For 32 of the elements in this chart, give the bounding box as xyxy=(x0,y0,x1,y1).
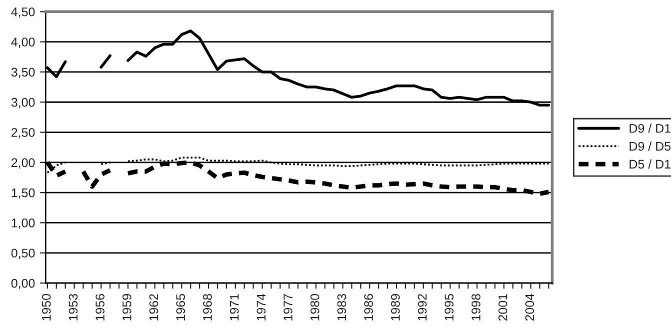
legend-label: D5 / D1 xyxy=(630,159,670,169)
x-tick-label: 1956 xyxy=(96,294,104,320)
x-tick-label: 1992 xyxy=(418,294,427,320)
x-tick-label: 1986 xyxy=(364,294,373,320)
x-tick-label: 2004 xyxy=(525,294,534,321)
y-tick-label: 1,50 xyxy=(12,188,35,199)
y-tick-label: 2,50 xyxy=(12,128,35,138)
y-tick-label: 2,00 xyxy=(12,158,35,169)
x-tick-label: 2001 xyxy=(498,294,508,321)
x-tick-label: 1980 xyxy=(310,294,320,320)
y-tick-label: 4,50 xyxy=(11,7,35,18)
y-tick-label: 3,50 xyxy=(11,68,35,78)
x-tick-label: 1974 xyxy=(256,294,266,320)
x-tick-label: 1968 xyxy=(203,294,212,320)
x-tick-label: 1959 xyxy=(122,294,132,320)
x-tick-label: 1998 xyxy=(472,294,480,320)
y-tick-label: 4,00 xyxy=(11,38,35,48)
x-tick-label: 1953 xyxy=(68,294,78,320)
x-tick-label: 1983 xyxy=(337,294,346,320)
y-tick-label: 3,00 xyxy=(11,98,35,108)
x-tick-label: 1962 xyxy=(149,294,158,320)
y-tick-label: 1,00 xyxy=(12,218,35,229)
x-tick-label: 1965 xyxy=(176,294,186,320)
x-tick-label: 1977 xyxy=(284,294,292,320)
legend-label: D9 / D1 xyxy=(630,124,670,133)
x-tick-label: 1950 xyxy=(42,294,51,320)
legend-label: D9 / D5 xyxy=(630,142,671,151)
y-tick-label: 0,50 xyxy=(11,248,35,260)
y-tick-label: 0,00 xyxy=(11,278,35,290)
x-tick-label: 1971 xyxy=(230,294,239,320)
x-tick-label: 1995 xyxy=(444,294,454,320)
x-tick-label: 1989 xyxy=(390,294,400,320)
